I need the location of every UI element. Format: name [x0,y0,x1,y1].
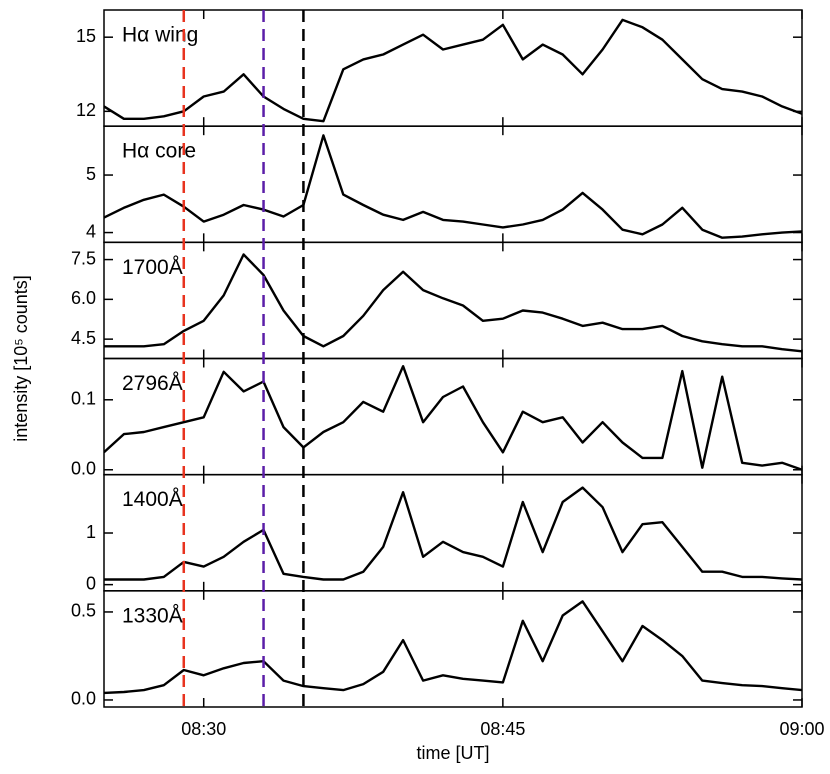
panel [104,18,802,123]
panel [104,486,802,581]
panel-frame [103,357,803,476]
panel-frame [103,590,803,708]
y-tick-label: 7.5 [71,248,96,268]
panel [104,600,802,695]
y-tick-label: 0.1 [71,389,96,409]
y-tick-label: 6.0 [71,288,96,308]
panel [104,365,802,471]
y-tick-label: 4.5 [71,328,96,348]
y-tick-label: 12 [76,100,96,120]
line [104,600,802,695]
y-tick-label: 15 [76,26,96,46]
line [104,253,802,353]
y-tick-label: 0 [86,573,96,593]
panel-title: 1700Å [122,256,183,279]
panel [104,253,802,353]
line [104,365,802,471]
x-axis-label: time [UT] [416,743,489,763]
x-tick-label: 08:30 [181,719,226,739]
line [104,486,802,581]
y-tick-label: 5 [86,164,96,184]
panel-title: Hα wing [122,24,198,47]
panel [104,134,802,239]
panel-title: Hα core [122,140,196,163]
y-tick-label: 0.5 [71,601,96,621]
line [104,134,802,239]
y-axis-label: intensity [10⁵ counts] [11,275,31,442]
panel-title: 2796Å [122,372,183,395]
line [104,18,802,123]
panel-title: 1330Å [122,604,183,627]
y-tick-label: 1 [86,522,96,542]
panel-frame [103,473,803,592]
x-tick-label: 08:45 [480,719,525,739]
panel-frame [103,9,803,127]
x-tick-label: 09:00 [779,719,824,739]
panel-title: 1400Å [122,488,183,511]
y-tick-label: 0.0 [71,689,96,709]
y-tick-label: 0.0 [71,459,96,479]
y-tick-label: 4 [86,221,96,241]
